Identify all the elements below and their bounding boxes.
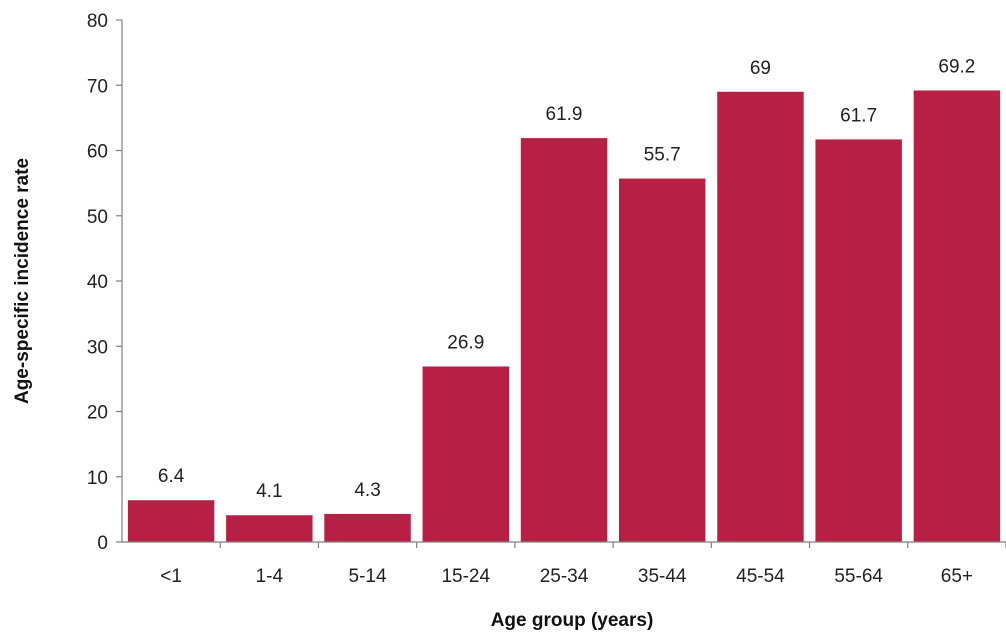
y-tick-label: 10 bbox=[87, 468, 108, 489]
bar-value-label: 69 bbox=[750, 58, 771, 79]
x-axis-title: Age group (years) bbox=[491, 610, 654, 631]
x-tick-label: 35-44 bbox=[638, 566, 687, 587]
bar bbox=[619, 178, 706, 542]
y-tick-label: 70 bbox=[87, 76, 108, 97]
bar bbox=[226, 515, 313, 542]
x-tick-label: 5-14 bbox=[349, 566, 387, 587]
y-axis-ticks: 0 10 20 30 40 50 60 70 80 bbox=[87, 11, 122, 554]
bar bbox=[815, 139, 902, 542]
bar-value-label: 4.1 bbox=[256, 481, 282, 502]
y-tick-label: 60 bbox=[87, 142, 108, 163]
bar-value-label: 55.7 bbox=[644, 145, 681, 166]
bar-value-label: 6.4 bbox=[158, 466, 185, 487]
bar-value-label: 4.3 bbox=[354, 480, 380, 501]
y-tick-label: 80 bbox=[87, 11, 108, 32]
bar bbox=[422, 366, 509, 542]
x-tick-label: 25-34 bbox=[540, 566, 589, 587]
bar bbox=[913, 90, 1001, 542]
x-tick-label: 1-4 bbox=[256, 566, 284, 587]
bar-value-label: 61.7 bbox=[840, 105, 877, 126]
x-axis-ticks: <1 1-4 5-14 15-24 25-34 35-44 45-54 55-64 65+ bbox=[160, 542, 1006, 587]
y-tick-label: 50 bbox=[87, 207, 108, 228]
x-tick-label: 15-24 bbox=[441, 566, 490, 587]
bar bbox=[127, 500, 215, 542]
bar-value-label: 61.9 bbox=[546, 104, 583, 125]
y-axis-title: Age-specific incidence rate bbox=[12, 158, 33, 404]
bar-value-label: 69.2 bbox=[938, 56, 975, 77]
bar bbox=[520, 138, 608, 543]
bar bbox=[717, 91, 804, 543]
x-tick-label: 55-64 bbox=[834, 566, 883, 587]
x-tick-label: 65+ bbox=[941, 566, 973, 587]
bar-value-label: 26.9 bbox=[447, 332, 484, 353]
y-tick-label: 0 bbox=[97, 533, 108, 554]
x-tick-label: 45-54 bbox=[736, 566, 785, 587]
bar bbox=[324, 513, 411, 542]
data-labels: 6.4 4.1 4.3 26.9 61.9 55.7 69 61.7 69.2 bbox=[158, 56, 975, 502]
y-tick-label: 40 bbox=[87, 272, 108, 293]
bars bbox=[127, 90, 1001, 543]
x-tick-label: <1 bbox=[160, 566, 182, 587]
y-tick-label: 30 bbox=[87, 337, 108, 358]
y-tick-label: 20 bbox=[87, 403, 108, 424]
